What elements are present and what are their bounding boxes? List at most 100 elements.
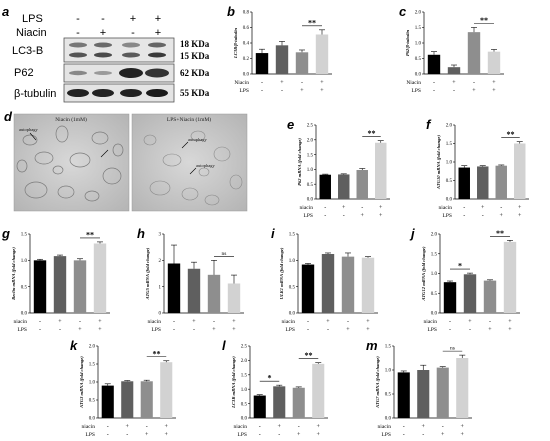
kda-18: 18 KDa [180,39,210,49]
chart-g: g 0.0 0.5 1.0 1.5 Beclin mRNA (fold change) **… [1,226,110,333]
bar-e-2 [338,174,350,199]
bar-c-4 [487,51,501,74]
em-title-left: Niacin (1mM) [55,116,87,123]
kda-15: 15 KDa [180,51,210,61]
row-label-lps: LPS [382,432,391,438]
y-tick-label: 1.5 [21,233,28,238]
y-axis-label-c: P62/β-tubulin [405,29,410,56]
chart-i: i 0.0 0.5 1.0 1.5 ULK1 mRNA (fold change) niac… [271,226,378,333]
y-tick-label: 1.5 [241,374,248,379]
row-label-niacin: Niacin [406,80,421,86]
row-mark: + [212,327,216,333]
row-mark: - [259,432,261,438]
y-tick-label: 2.0 [446,124,453,129]
bar-m-2 [417,370,430,418]
y-tick-label: 0.0 [289,312,296,317]
bar-l-2 [273,386,286,418]
row-mark: + [441,432,445,438]
y-axis-label-i: ULK1 mRNA (fold change) [279,247,284,299]
panel-label-l: l [222,338,226,353]
row-mark: + [98,319,102,325]
significance-label: ** [480,16,488,25]
row-label-lps: LPS [238,432,247,438]
band-label-tubulin: β-tubulin [14,88,56,100]
y-tick-label: 1.5 [415,26,422,31]
y-tick-label: 0.6 [243,26,250,31]
row-mark: - [173,319,175,325]
row-mark: + [518,205,522,211]
bar-l-4 [312,363,325,418]
row-mark: - [173,327,175,333]
row-label-lps: LPS [240,88,249,94]
em-arrow-right-2 [189,167,197,175]
row-mark: + [165,424,169,430]
y-tick-label: 2.0 [431,233,438,238]
significance-label: ** [153,349,161,358]
bar-j-3 [483,280,497,313]
y-axis-label-f: ATG10 mRNA (fold change) [436,135,441,190]
em-image-left [13,113,130,212]
bar-g-1 [33,260,47,313]
row-mark: + [481,205,485,211]
bar-m-4 [456,358,469,418]
lps-mark-2: - [101,13,105,25]
row-mark: + [297,432,301,438]
row-label-niacin: niacin [234,424,248,430]
chart-c: c 0.0 0.5 1.0 1.5 2.0 P62/β-tubulin ** Niacin - + -… [399,4,504,94]
row-mark: - [403,432,405,438]
row-label-niacin: niacin [14,319,28,325]
panel-label-h: h [137,226,145,241]
row-mark: - [453,88,455,94]
row-label-lps: LPS [286,327,295,333]
bar-l-3 [292,387,305,418]
row-label-lps: LPS [86,432,95,438]
row-mark: + [165,432,169,438]
panel-label-i: i [271,226,275,241]
y-axis-label-k: ATG3 mRNA (fold change) [79,356,84,409]
y-tick-label: 0.0 [307,198,314,203]
row-mark: + [488,327,492,333]
y-tick-label: 1.0 [415,42,422,47]
y-tick-label: 2.0 [415,11,422,16]
y-tick-label: 1 [159,285,162,290]
y-tick-label: 1.0 [241,388,248,393]
row-mark: - [343,213,345,219]
bar-f-1 [458,167,470,199]
significance-label: * [268,374,272,383]
bar-i-3 [341,256,355,313]
em-arrow-left-1 [29,132,37,141]
row-mark: + [472,88,476,94]
row-mark: - [261,80,263,86]
y-tick-label: 0.5 [89,399,96,404]
row-label-lps: LPS [428,327,437,333]
row-mark: + [518,213,522,219]
blot-tubulin-frame [63,83,175,103]
bar-i-2 [321,254,335,313]
condition-label-lps: LPS [22,13,43,25]
row-label-lps: LPS [443,213,452,219]
bar-b-2 [275,45,289,74]
bar-b-3 [295,52,309,74]
panel-label-k: k [70,338,78,353]
em-arrow-right-1 [181,141,189,149]
row-mark: + [278,424,282,430]
row-mark: - [469,327,471,333]
panel-d: d Niacin (1mM) [4,109,248,212]
row-mark: + [98,327,102,333]
y-tick-label: 1.5 [307,153,314,158]
bar-c-1 [427,54,441,74]
row-mark: - [489,319,491,325]
y-tick-label: 2.0 [241,359,248,364]
row-mark: + [366,319,370,325]
y-tick-label: 1.0 [21,259,28,264]
row-mark: + [320,80,324,86]
blot-tubulin-bands [67,89,168,97]
y-axis-label-g: Beclin mRNA (fold change) [11,247,16,301]
panel-label-m: m [366,338,378,353]
niacin-mark-4: + [155,27,161,39]
row-mark: - [39,319,41,325]
panel-label-j: j [409,226,415,241]
row-mark: - [193,327,195,333]
row-label-niacin: niacin [282,319,296,325]
chart-m: m 0.0 0.5 1.0 1.5 ATG7 mRNA (fold change) ns ni… [366,338,472,438]
